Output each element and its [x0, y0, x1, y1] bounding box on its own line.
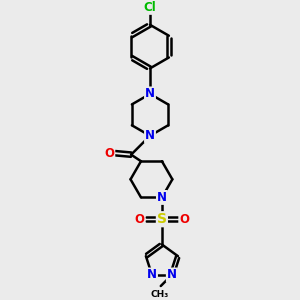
Text: O: O — [179, 213, 189, 226]
Text: Cl: Cl — [144, 1, 156, 14]
Text: N: N — [147, 268, 157, 281]
Text: N: N — [145, 129, 155, 142]
Text: CH₃: CH₃ — [150, 290, 168, 299]
Text: N: N — [167, 268, 177, 281]
Text: O: O — [134, 213, 145, 226]
Text: N: N — [157, 191, 167, 204]
Text: N: N — [145, 87, 155, 101]
Text: S: S — [157, 212, 167, 226]
Text: O: O — [104, 147, 114, 160]
